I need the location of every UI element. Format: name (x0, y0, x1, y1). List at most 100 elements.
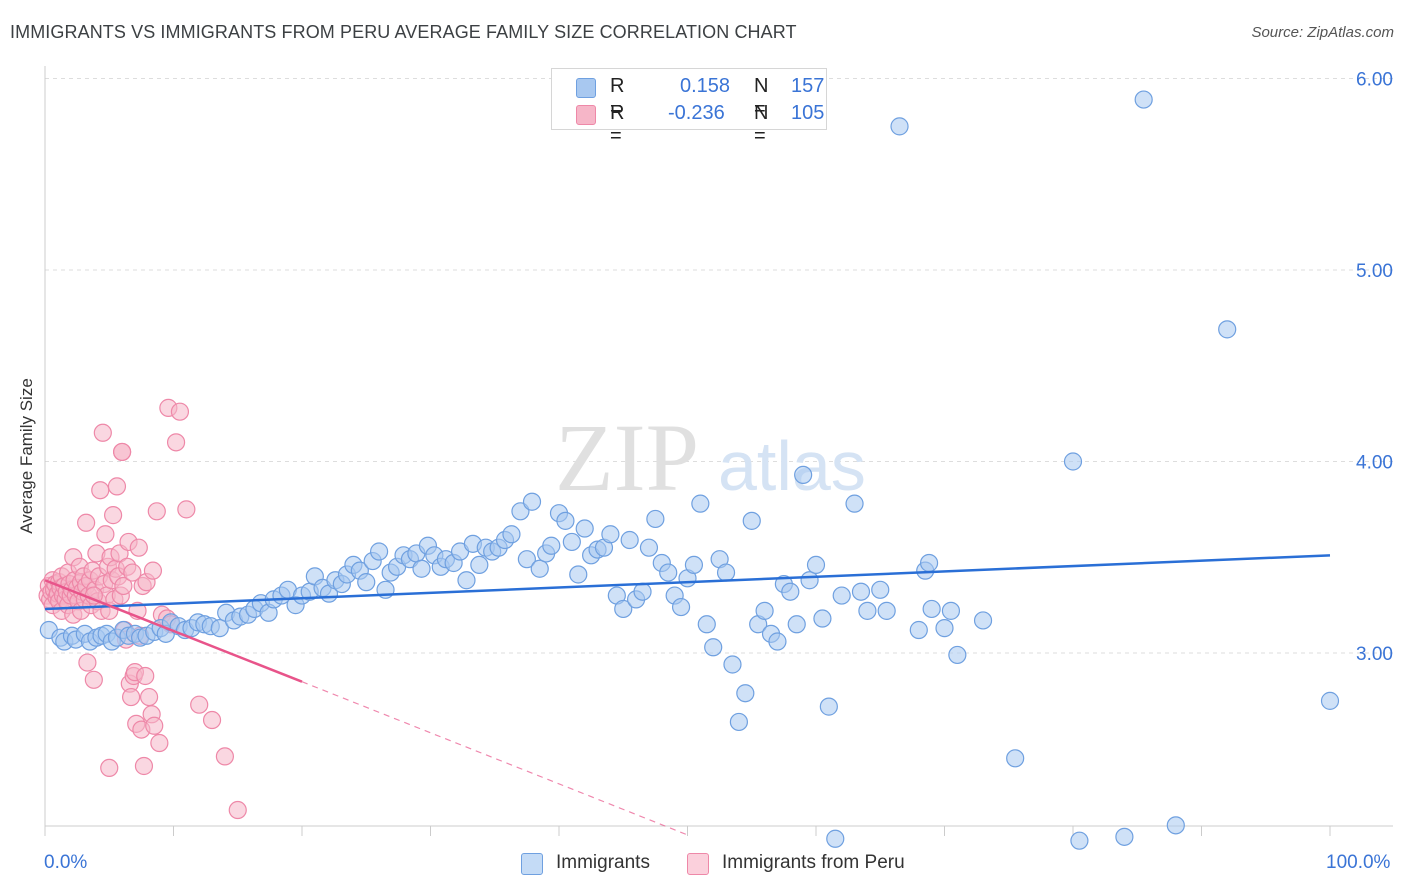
y-axis-label: Average Family Size (17, 378, 36, 534)
watermark-zip: ZIP (555, 404, 699, 511)
legend-swatch-peru (576, 105, 596, 125)
immigrants-point (813, 609, 832, 628)
peru-point (93, 423, 112, 442)
immigrants-point (1166, 816, 1185, 835)
legend-swatch-immigrants (576, 78, 596, 98)
peru-point (114, 576, 133, 596)
immigrants-point (659, 563, 678, 582)
watermark-atlas: atlas (718, 427, 866, 505)
immigrants-point (697, 615, 716, 634)
immigrants-point (530, 559, 549, 578)
peru-trend-line (44, 579, 303, 683)
peru-point (78, 653, 97, 672)
legend-r-label: R = (610, 75, 625, 120)
immigrants-point (556, 511, 575, 530)
immigrants-point (1063, 452, 1083, 471)
legend-swatch-immigrants (521, 853, 543, 875)
legend-label-immigrants: Immigrants (556, 852, 650, 873)
immigrants-point (877, 601, 896, 620)
immigrants-point (890, 117, 909, 136)
legend-swatch-peru (687, 853, 709, 875)
immigrants-point (370, 542, 389, 561)
peru-point (107, 477, 127, 496)
legend-n-value: 105 (791, 102, 825, 124)
chart-title: IMMIGRANTS VS IMMIGRANTS FROM PERU AVERA… (10, 22, 797, 42)
immigrants-point (1006, 749, 1025, 768)
immigrants-point (729, 712, 749, 732)
immigrants-point (522, 492, 542, 511)
peru-point (123, 563, 142, 582)
peru-point (228, 800, 247, 820)
immigrants-point (614, 599, 633, 619)
immigrants-point (973, 611, 993, 630)
immigrants-point (1070, 831, 1089, 850)
immigrants-point (787, 615, 806, 634)
peru-point (129, 538, 148, 557)
peru-point (136, 666, 155, 686)
immigrants-point (755, 601, 774, 620)
legend-label-peru: Immigrants from Peru (722, 852, 905, 873)
legend-n-label: N = (754, 102, 769, 147)
immigrants-point (562, 532, 581, 552)
immigrants-point (684, 555, 704, 575)
immigrants-point (794, 465, 813, 485)
peru-point (134, 756, 154, 776)
legend-r-label: R = (610, 102, 625, 147)
peru-point (84, 670, 103, 689)
immigrants-point (704, 638, 723, 657)
immigrants-point (210, 619, 229, 638)
immigrants-point (871, 580, 890, 599)
y-tick-label: 5.00 (1356, 261, 1393, 282)
immigrants-point (412, 559, 431, 578)
immigrants-point (1115, 827, 1134, 846)
peru-point (215, 747, 234, 766)
immigrants-point (671, 597, 691, 617)
peru-point (112, 442, 132, 462)
y-tick-labels: 3.00 4.00 5.00 6.00 (1356, 70, 1393, 666)
peru-point (147, 502, 166, 521)
immigrants-point (542, 536, 561, 555)
immigrants-point (470, 555, 489, 575)
immigrants-point (919, 553, 939, 573)
peru-point (166, 433, 186, 452)
immigrants-point (357, 573, 376, 592)
y-tick-label: 4.00 (1356, 453, 1393, 474)
immigrants-point (691, 494, 710, 513)
immigrants-point (858, 601, 877, 620)
immigrants-point (633, 582, 652, 601)
immigrants-point (723, 655, 742, 674)
immigrants-point (941, 601, 961, 620)
y-tick-label: 6.00 (1356, 70, 1393, 91)
legend-n-label: N = (754, 75, 769, 120)
peru-point (145, 716, 164, 735)
immigrants-point (569, 565, 588, 584)
y-tick-label: 3.00 (1356, 644, 1393, 665)
immigrants-point (851, 582, 871, 601)
immigrants-point (781, 582, 800, 601)
x-min-label: 0.0% (44, 852, 88, 873)
immigrants-point (517, 550, 536, 569)
immigrants-point (800, 571, 819, 590)
peru-point (96, 525, 115, 544)
immigrants-point (646, 509, 665, 529)
peru-point (190, 695, 209, 714)
series-immigrants-points (39, 90, 1340, 850)
x-max-label: 100.0% (1326, 852, 1391, 873)
immigrants-point (845, 494, 864, 513)
legend-r-value: 0.158 (680, 75, 731, 97)
immigrants-point (1134, 90, 1153, 109)
trend-lines (44, 554, 1331, 836)
peru-point (150, 733, 169, 753)
immigrants-point (601, 525, 620, 544)
immigrants-point (768, 632, 787, 651)
chart-source: Source: ZipAtlas.com (1251, 24, 1394, 41)
peru-point (91, 481, 110, 500)
peru-point (143, 561, 163, 580)
peru-point (104, 506, 123, 525)
peru-point (139, 687, 159, 707)
immigrants-point (826, 829, 845, 848)
immigrants-trend-line (44, 554, 1331, 611)
peru-point (170, 402, 190, 421)
immigrants-point (736, 684, 755, 703)
